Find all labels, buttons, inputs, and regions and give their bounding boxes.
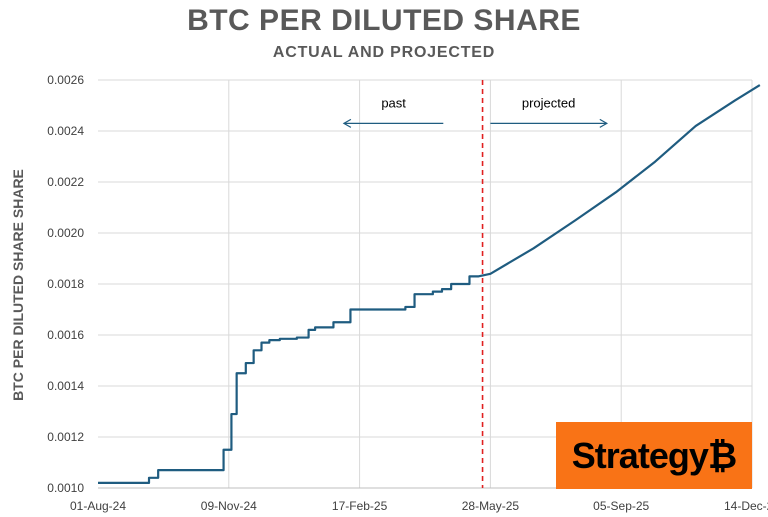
y-tick-label: 0.0022 <box>47 175 84 189</box>
x-tick-label: 17-Feb-25 <box>332 499 388 513</box>
x-tick-label: 09-Nov-24 <box>201 499 257 513</box>
y-tick-label: 0.0018 <box>47 277 84 291</box>
arrow-head <box>599 118 609 128</box>
chart-title: BTC PER DILUTED SHARE <box>187 4 581 37</box>
x-tick-label: 01-Aug-24 <box>70 499 126 513</box>
y-tick-label: 0.0026 <box>47 73 84 87</box>
arrow-head <box>342 118 352 128</box>
logo-text: Strategy₿ <box>571 434 737 476</box>
x-tick-label: 14-Dec-25 <box>724 499 768 513</box>
y-tick-label: 0.0014 <box>47 379 84 393</box>
y-axis-ticks: 0.0010 0.0012 0.0014 0.0016 0.0018 0.0020 0.00… <box>47 73 84 495</box>
y-tick-label: 0.0016 <box>47 328 84 342</box>
y-tick-label: 0.0012 <box>47 430 84 444</box>
x-axis-ticks: 01-Aug-24 09-Nov-24 17-Feb-25 28-May-25 05-S… <box>70 499 768 513</box>
chart-subtitle: ACTUAL AND PROJECTED <box>272 44 496 61</box>
annotations: past projected <box>342 95 609 128</box>
strategy-logo: Strategy₿ <box>556 422 752 489</box>
y-tick-label: 0.0010 <box>47 481 84 495</box>
x-tick-label: 05-Sep-25 <box>593 499 649 513</box>
series-layer <box>98 84 761 484</box>
x-tick-label: 28-May-25 <box>462 499 520 513</box>
y-tick-label: 0.0020 <box>47 226 84 240</box>
annotation-label: past <box>381 95 406 110</box>
annotation-label: projected <box>522 95 575 110</box>
y-tick-label: 0.0024 <box>47 124 84 138</box>
series-line <box>98 84 761 484</box>
